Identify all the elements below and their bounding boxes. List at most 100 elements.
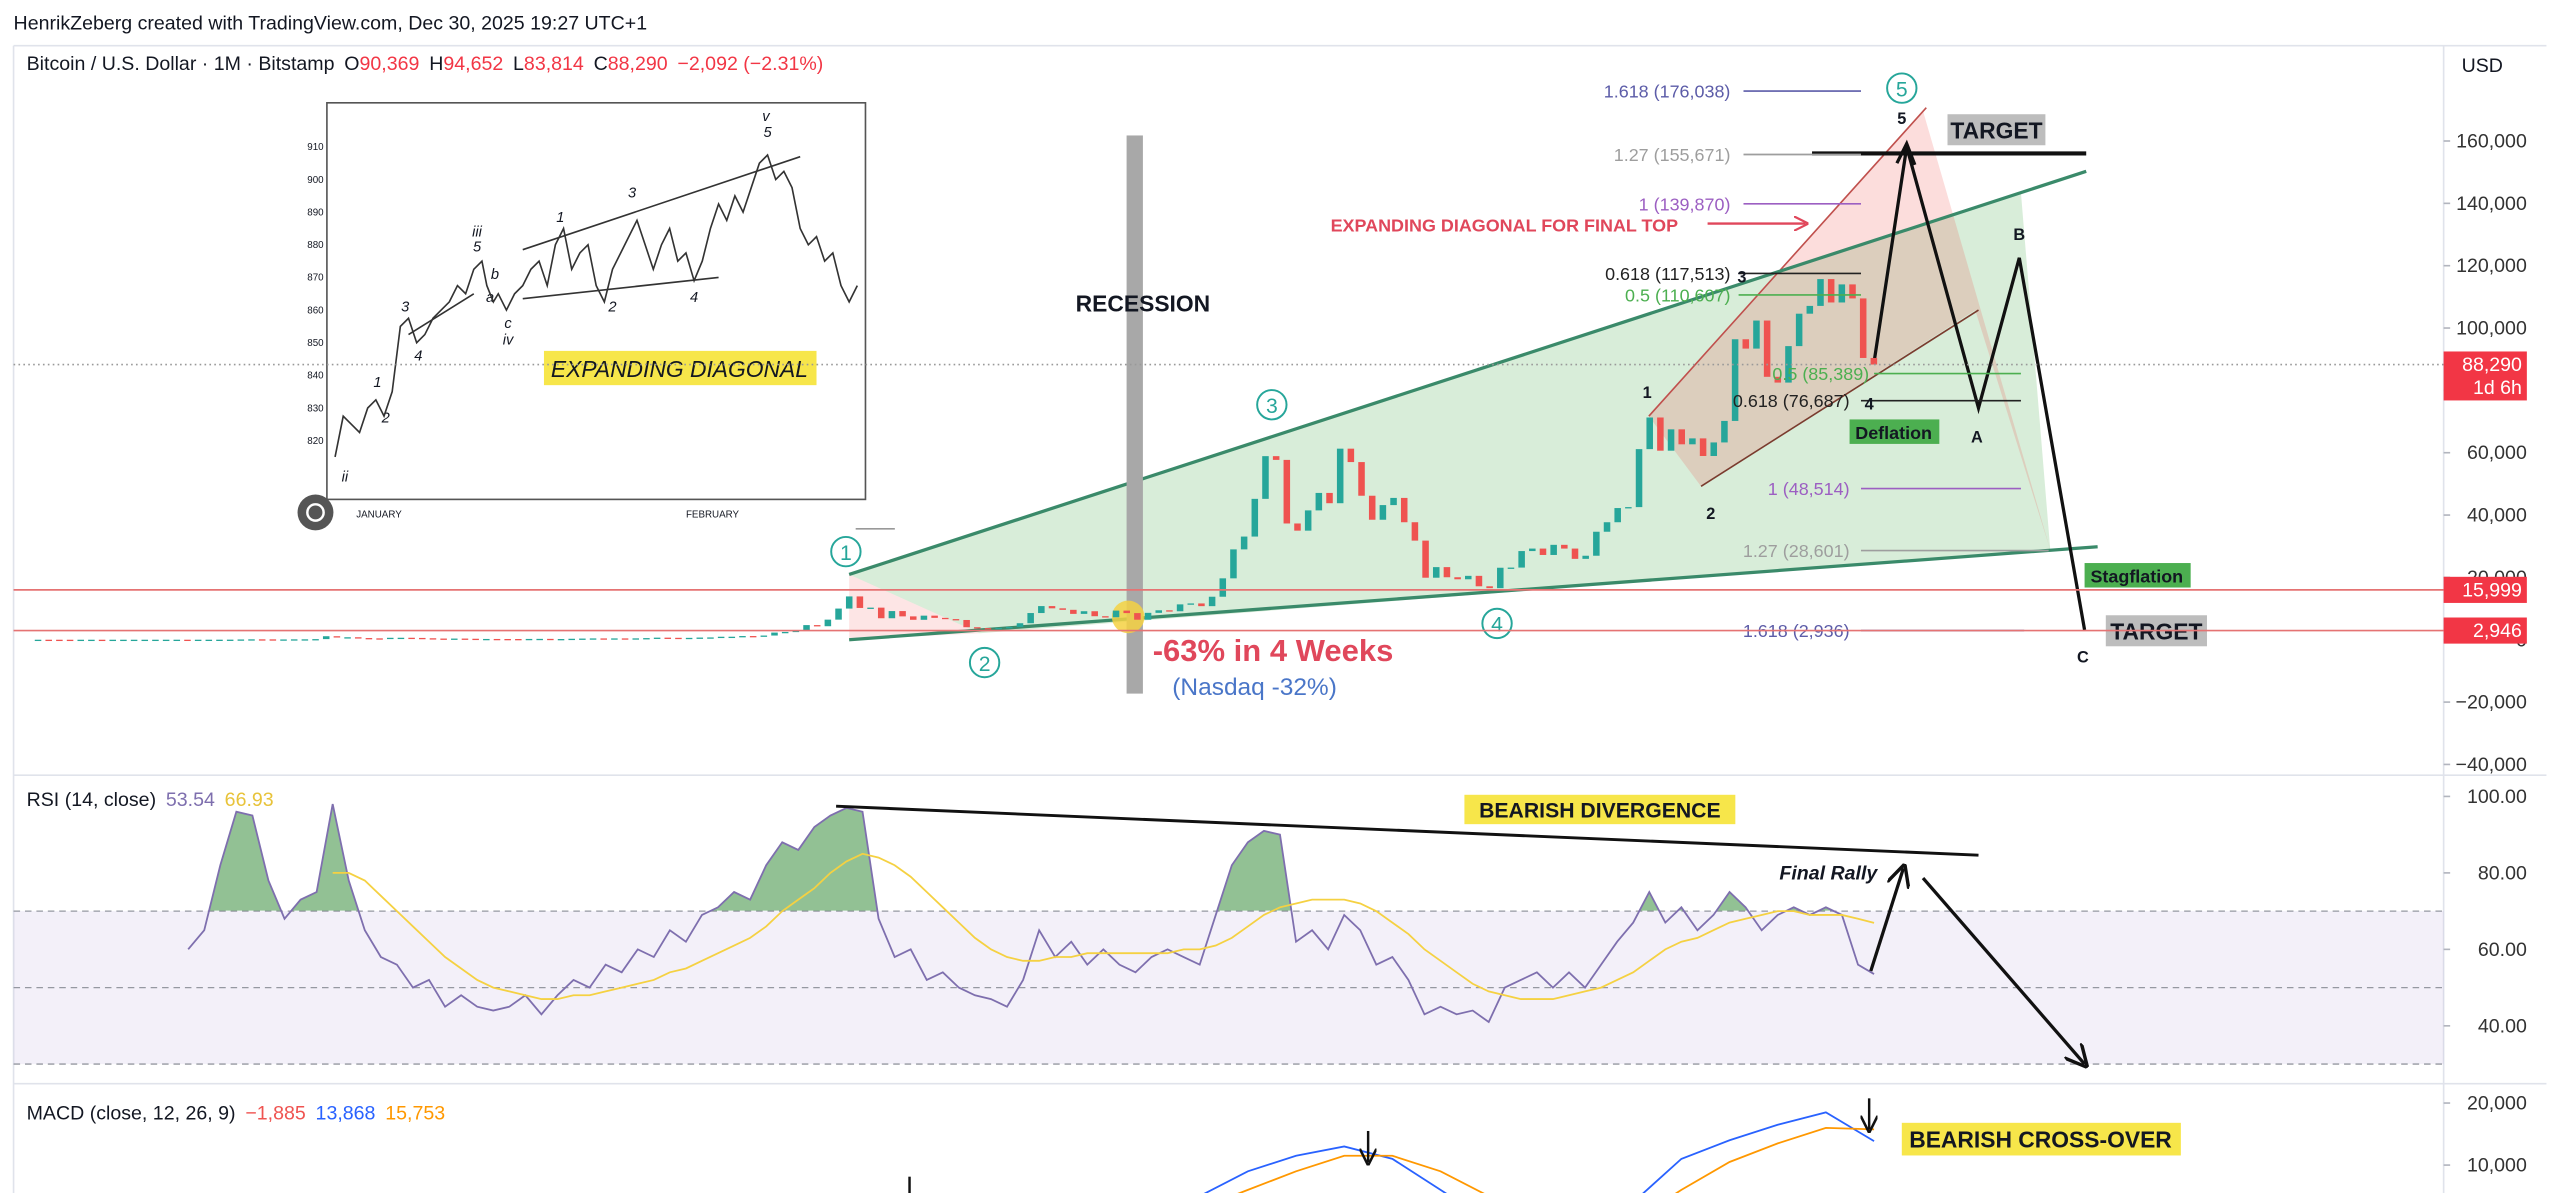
price-tag-sublabel: 1d 6h	[2473, 377, 2522, 399]
y-tick-label: 160,000	[2456, 131, 2527, 153]
price-tag	[2443, 576, 2527, 603]
candle	[248, 639, 255, 641]
wave-label: 5	[1897, 110, 1906, 128]
candle	[557, 639, 565, 641]
candle	[1134, 613, 1141, 620]
candle	[1657, 417, 1664, 451]
candle	[611, 638, 618, 640]
candle	[1240, 536, 1248, 550]
candle	[34, 639, 42, 642]
candle	[1091, 611, 1098, 617]
wave-circle	[1886, 72, 1918, 104]
candle	[568, 638, 575, 641]
inset-wave: ii	[342, 469, 349, 485]
candle	[984, 628, 992, 630]
candle	[1721, 420, 1728, 443]
candle	[1358, 462, 1365, 496]
arrow-head	[1895, 139, 1917, 166]
candle	[258, 639, 266, 641]
candle	[397, 637, 405, 640]
annotation: Final Rally	[1779, 863, 1878, 885]
candle	[1603, 522, 1611, 532]
level-label: 1.618 (176,038)	[1604, 82, 1731, 102]
candle	[1859, 298, 1867, 358]
candle	[1176, 604, 1184, 612]
annotation: -63% in 4 Weeks	[1153, 633, 1394, 668]
inset-tick-label: 860	[307, 305, 324, 316]
diagonal-line	[1648, 107, 1927, 417]
label-box	[2084, 563, 2191, 588]
candle	[1166, 610, 1173, 612]
candle	[909, 616, 917, 620]
label-box	[1901, 1122, 2181, 1156]
candle	[717, 636, 725, 639]
candle	[120, 639, 127, 642]
ohlc-key: O	[344, 53, 359, 75]
inset-wave: 2	[381, 411, 390, 427]
recession-bar	[1126, 135, 1143, 694]
candle	[205, 639, 213, 642]
inset-tick-label: 890	[307, 207, 324, 218]
trend-line	[848, 169, 2087, 577]
candle	[749, 636, 757, 638]
wave-label: 3	[1737, 268, 1746, 286]
inset-month: JANUARY	[356, 509, 402, 520]
candle	[461, 638, 469, 640]
inset-month: FEBRUARY	[686, 509, 740, 520]
candle	[888, 611, 896, 619]
wave-label: C	[2077, 649, 2089, 667]
wave-path	[1872, 146, 2087, 631]
highlight	[1111, 600, 1145, 634]
candle	[1550, 544, 1557, 555]
candle	[1774, 376, 1782, 383]
wave-label: A	[1971, 428, 1983, 446]
level-label: 0.5 (85,389)	[1772, 364, 1869, 384]
rsi-legend: RSI (14, close) 53.54 66.93	[27, 789, 274, 811]
candle	[1432, 567, 1440, 578]
candle	[66, 639, 74, 642]
annotation: BEARISH DIVERGENCE	[1479, 800, 1721, 823]
y-tick-label: 100.00	[2467, 786, 2527, 808]
candle	[1272, 456, 1280, 460]
candle	[1795, 313, 1803, 347]
candle	[1230, 549, 1237, 579]
candle	[1507, 567, 1515, 569]
ohlc-key: C	[594, 53, 608, 75]
candle	[845, 596, 853, 609]
candle	[1625, 507, 1632, 509]
candle	[525, 638, 533, 641]
candle	[451, 638, 458, 640]
candle	[141, 639, 149, 642]
inset: 820 830 840 850 860 870 880 890 900 910 JANUARY FEB…	[307, 109, 772, 521]
candle	[88, 639, 95, 642]
candle	[1208, 596, 1216, 607]
candle	[1838, 284, 1846, 303]
annotation: BEARISH CROSS-OVER	[1909, 1126, 2172, 1152]
inset-wave: iv	[503, 332, 515, 348]
candle	[675, 637, 682, 640]
candle	[386, 637, 394, 640]
candles	[34, 279, 1878, 642]
candle	[408, 637, 415, 640]
inset-wave: c	[504, 316, 512, 332]
candle	[1112, 610, 1120, 618]
candle	[1497, 567, 1504, 589]
candle	[1411, 522, 1419, 541]
ohlc-value: 88,290	[608, 53, 668, 75]
candle	[696, 637, 704, 639]
candle	[354, 637, 362, 639]
y-tick-label: 40,000	[2467, 505, 2527, 527]
ohlc-key: L	[513, 53, 524, 75]
cycle-wave: 1	[840, 542, 852, 565]
candle	[152, 639, 159, 642]
candle	[1699, 438, 1707, 456]
candle	[1529, 548, 1536, 552]
candle	[1155, 610, 1163, 613]
candle	[1400, 497, 1408, 523]
diagonal-fill	[1648, 110, 2051, 550]
candle	[867, 607, 874, 609]
candle	[1817, 279, 1824, 306]
candle	[995, 627, 1002, 630]
candle	[1390, 497, 1397, 506]
candle	[1379, 505, 1387, 520]
